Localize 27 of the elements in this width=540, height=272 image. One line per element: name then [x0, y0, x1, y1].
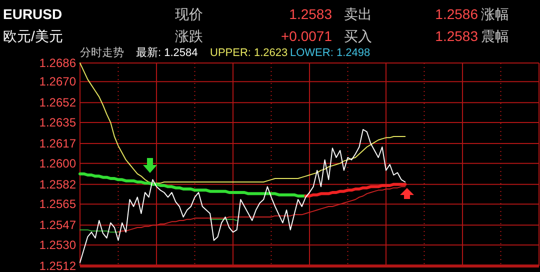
text: 卖出	[344, 6, 372, 22]
text: 买入	[344, 28, 372, 44]
y-tick-label: 1.2582	[39, 177, 76, 192]
text: 1.2586	[435, 6, 478, 22]
y-tick-label: 1.2686	[39, 56, 76, 70]
y-tick-label: 1.2617	[39, 136, 76, 150]
text: 1.2583	[289, 6, 332, 22]
chart-subtitle: 欧元/美元	[3, 28, 63, 44]
y-tick-label: 1.2652	[39, 96, 76, 110]
text: 涨跌	[175, 28, 203, 44]
text: 1.2583	[435, 28, 478, 44]
y-tick-label: 1.2530	[39, 238, 76, 252]
y-tick-label: 1.2670	[39, 74, 76, 89]
text: 涨幅	[481, 6, 509, 22]
chart-title: EURUSD	[3, 6, 62, 22]
y-tick-label: 1.2565	[39, 197, 76, 212]
y-tick-label: 1.2547	[39, 218, 76, 232]
y-tick-label: 1.2600	[39, 156, 76, 170]
text: 分时走势	[80, 46, 124, 59]
y-tick-label: 1.2512	[39, 259, 76, 272]
text: 现价	[175, 6, 203, 22]
text: 震幅	[481, 28, 509, 44]
text: UPPER: 1.2623	[210, 47, 288, 59]
text: 最新: 1.2584	[136, 46, 198, 59]
y-tick-label: 1.2635	[39, 116, 76, 130]
text: LOWER: 1.2498	[290, 47, 370, 59]
text: +0.0071	[281, 28, 332, 44]
